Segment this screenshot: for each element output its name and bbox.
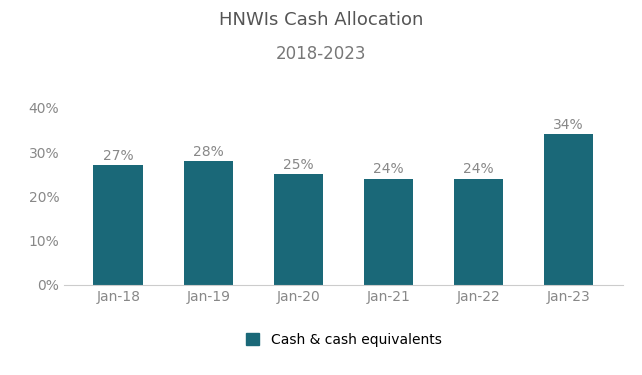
Bar: [94, 165, 143, 285]
Text: 27%: 27%: [103, 149, 134, 163]
Bar: [544, 134, 593, 285]
Text: 2018-2023: 2018-2023: [276, 45, 366, 63]
Bar: [184, 161, 233, 285]
Text: 28%: 28%: [193, 145, 223, 159]
Bar: [454, 178, 503, 285]
Text: 34%: 34%: [553, 118, 584, 132]
Text: 25%: 25%: [283, 158, 314, 172]
Bar: [364, 178, 413, 285]
Bar: [273, 174, 323, 285]
Legend: Cash & cash equivalents: Cash & cash equivalents: [240, 327, 447, 352]
Text: 24%: 24%: [464, 162, 494, 176]
Text: HNWIs Cash Allocation: HNWIs Cash Allocation: [219, 11, 423, 29]
Text: 24%: 24%: [373, 162, 404, 176]
